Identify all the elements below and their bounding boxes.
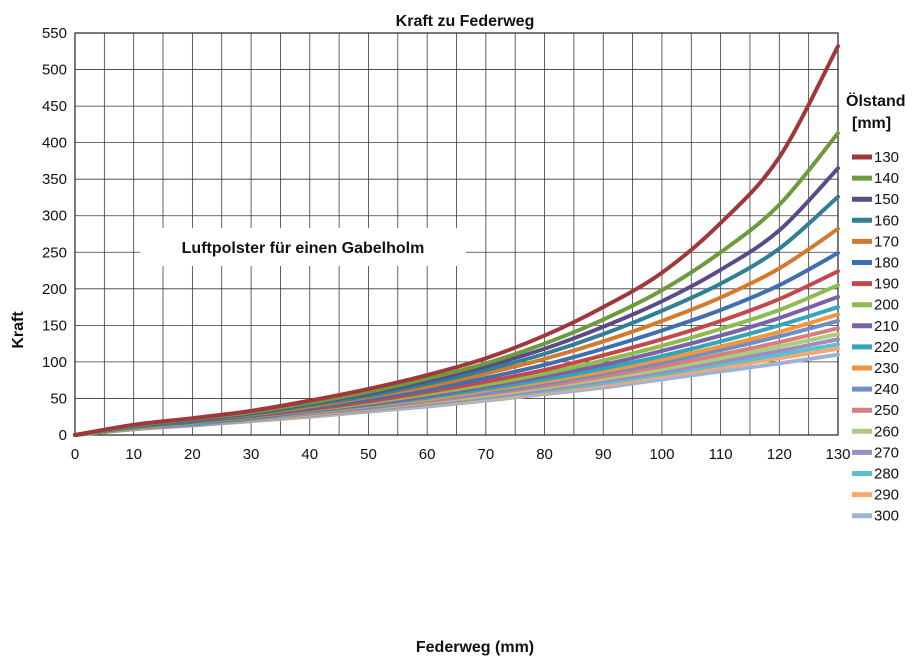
y-tick-label: 50 — [50, 390, 67, 407]
legend-label-230: 230 — [874, 360, 899, 377]
legend-label-170: 170 — [874, 233, 899, 250]
chart-title: Kraft zu Federweg — [396, 13, 535, 30]
legend-label-300: 300 — [874, 508, 899, 525]
annotation-label: Luftpolster für einen Gabelholm — [182, 240, 425, 257]
legend-label-140: 140 — [874, 170, 899, 187]
x-tick-label: 100 — [649, 446, 674, 463]
x-tick-label: 20 — [184, 446, 201, 463]
legend-label-150: 150 — [874, 191, 899, 208]
legend-title: Ölstand — [846, 91, 906, 110]
y-tick-label: 550 — [42, 25, 67, 42]
y-tick-label: 100 — [42, 354, 67, 371]
x-tick-label: 60 — [419, 446, 436, 463]
chart-title-background — [380, 6, 550, 32]
legend-label-190: 190 — [874, 276, 899, 293]
y-tick-label: 450 — [42, 98, 67, 115]
y-tick-label: 150 — [42, 317, 67, 334]
legend-label-280: 280 — [874, 466, 899, 483]
x-tick-label: 110 — [709, 446, 733, 463]
x-tick-label: 50 — [360, 446, 377, 463]
x-axis-title: Federweg (mm) — [416, 639, 534, 656]
series-lines — [73, 44, 840, 437]
y-tick-label: 300 — [42, 208, 67, 225]
legend-label-240: 240 — [874, 381, 899, 398]
x-tick-label: 30 — [243, 446, 260, 463]
x-tick-label: 130 — [825, 446, 850, 463]
plot-area-border — [74, 32, 839, 436]
legend-label-290: 290 — [874, 487, 899, 504]
legend-title-unit: [mm] — [852, 115, 891, 132]
legend-label-180: 180 — [874, 255, 899, 272]
legend-label-210: 210 — [874, 318, 899, 335]
x-tick-label: 40 — [301, 446, 318, 463]
y-axis-title: Kraft — [10, 311, 27, 349]
x-tick-label: 90 — [595, 446, 612, 463]
legend-label-200: 200 — [874, 297, 899, 314]
series-line-130 — [73, 44, 840, 437]
legend-label-220: 220 — [874, 339, 899, 356]
x-tick-label: 80 — [536, 446, 553, 463]
y-tick-label: 0 — [59, 427, 67, 444]
legend-label-270: 270 — [874, 444, 899, 461]
legend-label-160: 160 — [874, 212, 899, 229]
legend-items: 130 140 150 160 170 180 190 200 210 220 230 240 250 2… — [852, 149, 899, 525]
x-tick-label: 70 — [478, 446, 495, 463]
y-tick-label: 200 — [42, 281, 67, 298]
legend: Ölstand [mm] 130 140 150 160 170 180 190 200 210… — [846, 91, 906, 525]
y-tick-label: 400 — [42, 135, 67, 152]
legend-label-250: 250 — [874, 402, 899, 419]
y-tick-label: 250 — [42, 244, 67, 261]
x-tick-label: 120 — [767, 446, 792, 463]
axes: 0 10 20 30 40 50 60 70 80 90 100 110 120 130 0 50 100 150… — [42, 25, 851, 463]
annotation-box — [140, 228, 466, 266]
y-tick-label: 350 — [42, 171, 67, 188]
x-tick-label: 0 — [71, 446, 79, 463]
legend-label-260: 260 — [874, 423, 899, 440]
legend-label-130: 130 — [874, 149, 899, 166]
x-tick-label: 10 — [125, 446, 142, 463]
y-tick-label: 500 — [42, 62, 67, 79]
